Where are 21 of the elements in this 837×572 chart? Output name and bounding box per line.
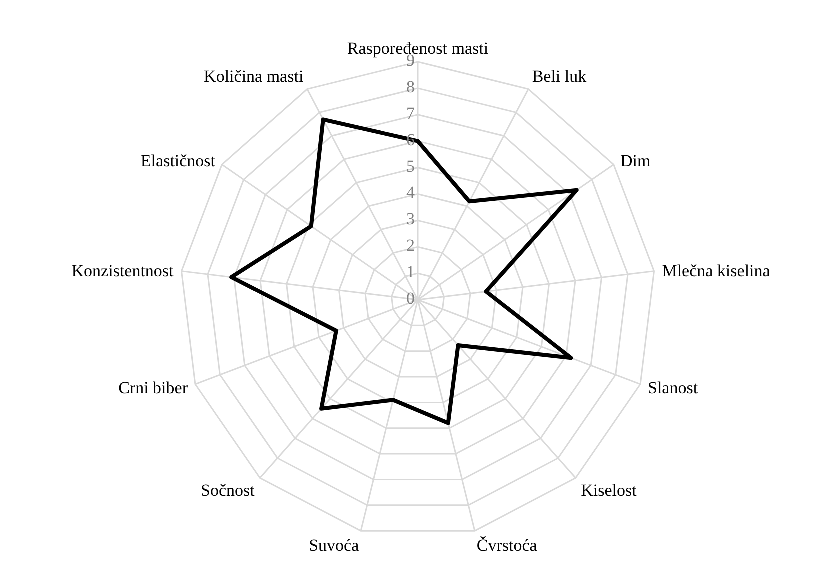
spoke-label: Kiselost bbox=[581, 481, 638, 500]
spoke-label: Beli luk bbox=[532, 67, 588, 86]
spoke-label: Dim bbox=[620, 151, 651, 170]
y-tick-label: 8 bbox=[406, 77, 415, 96]
y-tick-label: 0 bbox=[406, 289, 415, 308]
spoke-label: Konzistentnost bbox=[72, 261, 174, 280]
spoke-label: Mlečna kiselina bbox=[662, 261, 771, 280]
spoke-label: Elastičnost bbox=[140, 151, 216, 170]
spoke-label: Crni biber bbox=[118, 378, 188, 398]
y-tick-label: 4 bbox=[406, 183, 416, 202]
spoke-label: Suvoća bbox=[309, 536, 360, 555]
spoke-label: Slanost bbox=[648, 378, 698, 398]
y-tick-label: 1 bbox=[406, 262, 415, 282]
spoke-label: Količina masti bbox=[204, 67, 304, 86]
y-tick-label: 3 bbox=[406, 210, 415, 229]
y-tick-label: 2 bbox=[406, 236, 415, 256]
spoke-label: Sočnost bbox=[201, 481, 256, 500]
y-tick-label: 7 bbox=[406, 104, 416, 123]
y-tick-label: 6 bbox=[406, 130, 415, 150]
spoke-label: Čvrstoća bbox=[476, 536, 538, 555]
y-tick-label: 5 bbox=[406, 156, 415, 176]
